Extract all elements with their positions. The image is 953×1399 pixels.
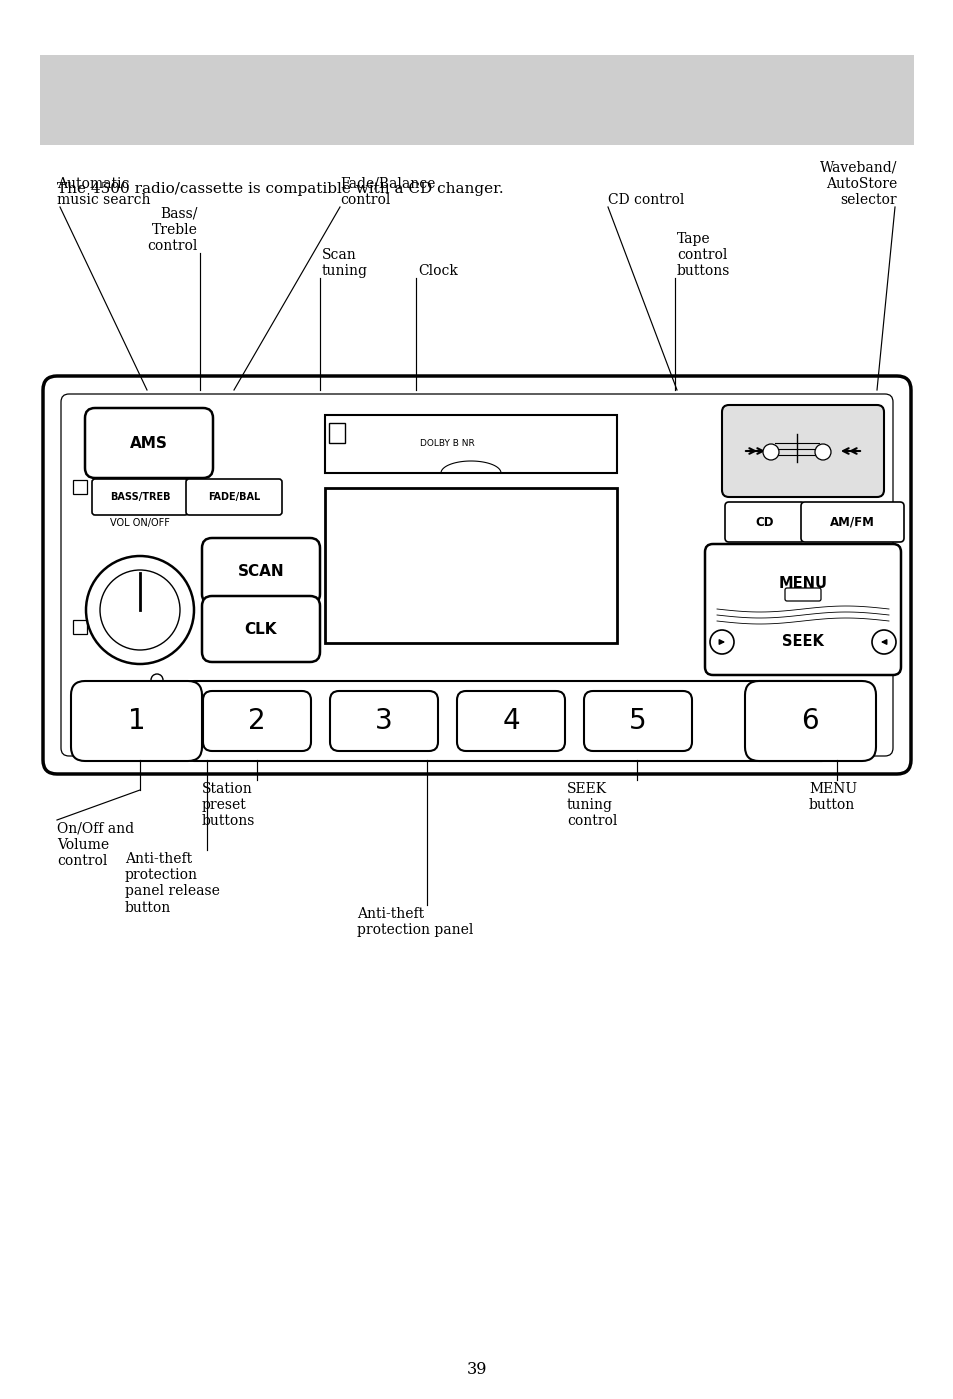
Text: CD: CD xyxy=(755,515,774,529)
Text: VOL ON/OFF: VOL ON/OFF xyxy=(110,518,170,527)
FancyBboxPatch shape xyxy=(724,502,804,541)
FancyBboxPatch shape xyxy=(744,681,875,761)
Circle shape xyxy=(100,569,180,651)
Text: SEEK: SEEK xyxy=(781,635,823,649)
Bar xyxy=(40,55,913,145)
Text: Station
preset
buttons: Station preset buttons xyxy=(202,782,255,828)
FancyBboxPatch shape xyxy=(203,691,311,751)
Text: 39: 39 xyxy=(466,1360,487,1378)
Bar xyxy=(325,416,617,473)
Circle shape xyxy=(814,443,830,460)
FancyBboxPatch shape xyxy=(583,691,691,751)
FancyBboxPatch shape xyxy=(43,376,910,774)
FancyBboxPatch shape xyxy=(180,681,835,761)
Text: 5: 5 xyxy=(629,706,646,734)
Bar xyxy=(866,480,880,494)
Text: SEEK
tuning
control: SEEK tuning control xyxy=(566,782,617,828)
Text: MENU
button: MENU button xyxy=(808,782,856,813)
Text: Bass/
Treble
control: Bass/ Treble control xyxy=(148,207,198,253)
Circle shape xyxy=(86,555,193,665)
Text: SCAN: SCAN xyxy=(237,564,284,579)
Text: 4: 4 xyxy=(501,706,519,734)
FancyBboxPatch shape xyxy=(801,502,903,541)
Text: Tape
control
buttons: Tape control buttons xyxy=(677,232,730,278)
Bar xyxy=(329,422,345,443)
Circle shape xyxy=(709,630,733,653)
Text: Waveband/
AutoStore
selector: Waveband/ AutoStore selector xyxy=(819,161,896,207)
Circle shape xyxy=(762,443,779,460)
FancyBboxPatch shape xyxy=(721,404,883,497)
Text: 1: 1 xyxy=(128,706,146,734)
FancyBboxPatch shape xyxy=(456,691,564,751)
Text: Anti-theft
protection
panel release
button: Anti-theft protection panel release butt… xyxy=(125,852,219,915)
Text: The 4500 radio/cassette is compatible with a CD changer.: The 4500 radio/cassette is compatible wi… xyxy=(57,182,503,196)
FancyBboxPatch shape xyxy=(202,596,319,662)
Text: Automatic
music search: Automatic music search xyxy=(57,176,151,207)
FancyBboxPatch shape xyxy=(704,544,900,674)
FancyBboxPatch shape xyxy=(85,409,213,478)
FancyBboxPatch shape xyxy=(202,539,319,604)
Bar xyxy=(866,620,880,634)
Text: 3: 3 xyxy=(375,706,393,734)
Text: Scan
tuning: Scan tuning xyxy=(322,248,368,278)
Text: On/Off and
Volume
control: On/Off and Volume control xyxy=(57,823,134,869)
Text: 2: 2 xyxy=(248,706,266,734)
Text: Anti-theft
protection panel: Anti-theft protection panel xyxy=(356,907,473,937)
FancyBboxPatch shape xyxy=(186,478,282,515)
FancyBboxPatch shape xyxy=(784,588,821,602)
Circle shape xyxy=(871,630,895,653)
Text: FADE/BAL: FADE/BAL xyxy=(208,492,260,502)
Text: MENU: MENU xyxy=(778,575,826,590)
Bar xyxy=(73,480,87,494)
Text: AMS: AMS xyxy=(130,435,168,450)
Text: Fade/Balance
control: Fade/Balance control xyxy=(339,176,435,207)
Text: DOLBY B NR: DOLBY B NR xyxy=(419,439,474,449)
Text: BASS/TREB: BASS/TREB xyxy=(110,492,170,502)
Bar xyxy=(325,488,617,644)
Text: AM/FM: AM/FM xyxy=(829,515,874,529)
Circle shape xyxy=(151,674,163,686)
Bar xyxy=(73,620,87,634)
FancyBboxPatch shape xyxy=(71,681,202,761)
FancyBboxPatch shape xyxy=(330,691,437,751)
FancyBboxPatch shape xyxy=(91,478,188,515)
Text: CLK: CLK xyxy=(245,621,277,637)
Text: 6: 6 xyxy=(801,706,818,734)
Text: Clock: Clock xyxy=(417,264,457,278)
Text: CD control: CD control xyxy=(607,193,683,207)
